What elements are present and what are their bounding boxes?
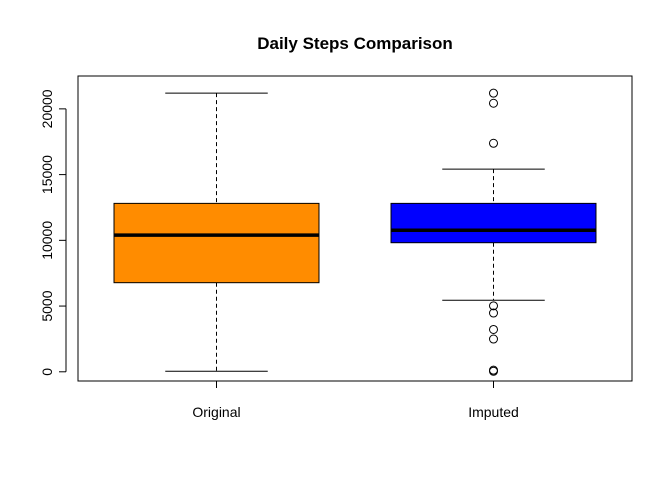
plot-frame: [77, 75, 633, 382]
outlier-point: [489, 334, 498, 344]
y-axis: 0 5000 10000 15000 20000: [39, 89, 67, 376]
outlier-point: [489, 308, 498, 318]
x-tick-label: Original: [192, 404, 240, 420]
boxes-layer: [113, 88, 597, 376]
y-tick-label: 0: [39, 368, 55, 376]
y-tick-label: 15000: [39, 155, 55, 194]
y-tick-label: 10000: [39, 221, 55, 260]
box-original: [113, 92, 320, 372]
box-body: [390, 202, 597, 244]
outlier-point: [489, 366, 498, 376]
x-tick-label: Imputed: [468, 404, 519, 420]
chart-title: Daily Steps Comparison: [257, 34, 453, 53]
outlier-point: [489, 138, 498, 148]
outlier-point: [489, 301, 498, 311]
y-tick-label: 20000: [39, 89, 55, 128]
x-axis: Original Imputed: [192, 381, 519, 420]
outlier-point: [489, 324, 498, 334]
outlier-point: [489, 98, 498, 108]
box-body: [113, 202, 320, 284]
outlier-point: [489, 88, 498, 98]
box-imputed: [390, 88, 597, 376]
y-tick-label: 5000: [39, 290, 55, 321]
